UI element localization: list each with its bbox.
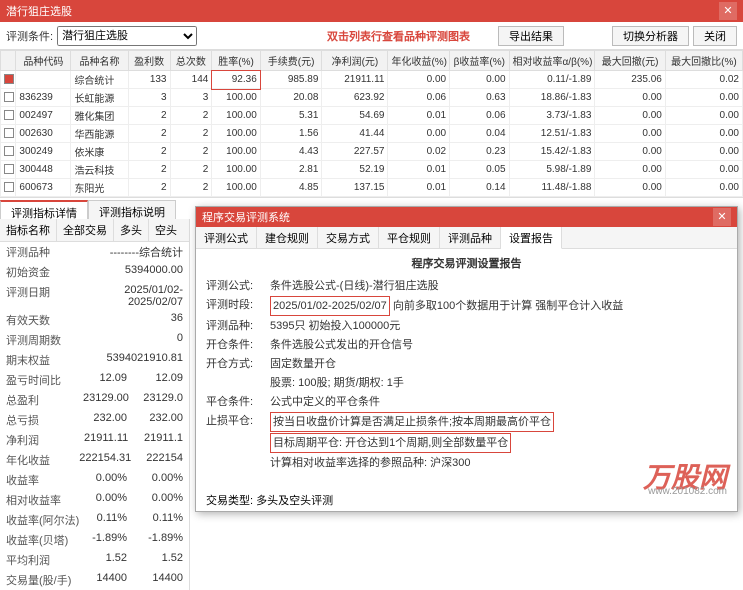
metric-row: 交易量(股/手)1440014400 (0, 570, 189, 590)
condition-select[interactable]: 潜行狙庄选股 (57, 26, 197, 46)
overlay-tab[interactable]: 建仓规则 (257, 227, 318, 248)
col-header[interactable]: 手续费(元) (260, 51, 322, 71)
metric-row: 总盈利23129.0023129.0 (0, 390, 189, 410)
metric-row: 期末权益5394021910.81 (0, 350, 189, 370)
table-row[interactable]: 综合统计13314492.36985.8921911.110.000.000.1… (1, 71, 743, 89)
report-line: 评测品种:5395只 初始投入100000元 (206, 317, 727, 335)
left-pane: 指标名称全部交易多头空头 评测品种--------综合统计初始资金5394000… (0, 219, 190, 590)
close-button[interactable]: 关闭 (693, 26, 737, 46)
metric-row: 收益率0.00%0.00% (0, 470, 189, 490)
watermark-url: www.201082.com (648, 483, 727, 501)
table-row[interactable]: 300448浩云科技22100.002.8152.190.010.055.98/… (1, 161, 743, 179)
col-header[interactable]: 总次数 (170, 51, 212, 71)
eval-condition-label: 评测条件: (6, 28, 53, 44)
report-heading: 程序交易评测设置报告 (206, 255, 727, 273)
col-header[interactable]: 年化收益(%) (388, 51, 450, 71)
overlay-tab[interactable]: 评测品种 (440, 227, 501, 248)
row-checkbox[interactable] (4, 74, 14, 84)
row-checkbox[interactable] (4, 110, 14, 120)
col-header[interactable]: 品种代码 (16, 51, 71, 71)
overlay-body: 程序交易评测设置报告 评测公式:条件选股公式-(日线)-潜行狙庄选股评测时段:2… (196, 249, 737, 517)
metric-row: 盈亏时间比12.0912.09 (0, 370, 189, 390)
switch-analyzer-button[interactable]: 切换分析器 (612, 26, 689, 46)
metric-row: 年化收益222154.31222154 (0, 450, 189, 470)
metric-row: 平均利润1.521.52 (0, 550, 189, 570)
tab-detail[interactable]: 评测指标详情 (0, 200, 88, 219)
report-line: 评测时段:2025/01/02-2025/02/07 向前多取100个数据用于计… (206, 296, 727, 316)
metric-row: 评测周期数0 (0, 330, 189, 350)
overlay-title: 程序交易评测系统 (202, 209, 713, 225)
notice-text: 双击列表行查看品种评测图表 (327, 28, 470, 44)
col-header[interactable]: 最大回撤比(%) (665, 51, 742, 71)
row-checkbox[interactable] (4, 92, 14, 102)
metric-row: 评测品种--------综合统计 (0, 242, 189, 262)
metric-row: 净利润21911.1121911.1 (0, 430, 189, 450)
report-line: 止损平仓:按当日收盘价计算是否满足止损条件;按本周期最高价平仓 (206, 412, 727, 432)
metric-row: 总亏损232.00232.00 (0, 410, 189, 430)
subtab[interactable]: 多头 (114, 219, 149, 241)
metric-row: 初始资金5394000.00 (0, 262, 189, 282)
report-line: 开仓条件:条件选股公式发出的开仓信号 (206, 336, 727, 354)
row-checkbox[interactable] (4, 164, 14, 174)
subtab[interactable]: 空头 (149, 219, 183, 241)
row-checkbox[interactable] (4, 182, 14, 192)
report-line: 评测公式:条件选股公式-(日线)-潜行狙庄选股 (206, 277, 727, 295)
col-header[interactable]: 净利润(元) (322, 51, 388, 71)
subtab[interactable]: 指标名称 (0, 219, 57, 241)
window-title: 潜行狙庄选股 (6, 3, 719, 19)
results-grid: 品种代码品种名称盈利数总次数胜率(%)手续费(元)净利润(元)年化收益(%)β收… (0, 50, 743, 197)
col-header[interactable]: 相对收益率α/β(%) (509, 51, 595, 71)
overlay-close-icon[interactable]: ✕ (713, 208, 731, 226)
overlay-titlebar: 程序交易评测系统 ✕ (196, 207, 737, 227)
row-checkbox[interactable] (4, 128, 14, 138)
report-line: 开仓方式:固定数量开仓 (206, 355, 727, 373)
col-header[interactable]: 胜率(%) (212, 51, 260, 71)
table-row[interactable]: 600673东阳光22100.004.85137.150.010.1411.48… (1, 179, 743, 197)
metric-row: 有效天数36 (0, 310, 189, 330)
table-row[interactable]: 002630华西能源22100.001.5641.440.000.0412.51… (1, 125, 743, 143)
table-row[interactable]: 836239长虹能源33100.0020.08623.920.060.6318.… (1, 89, 743, 107)
col-header[interactable]: 最大回撤(元) (595, 51, 665, 71)
metric-row: 收益率(阿尔法)0.11%0.11% (0, 510, 189, 530)
col-header[interactable]: 盈利数 (128, 51, 170, 71)
col-header[interactable]: 品种名称 (71, 51, 128, 71)
overlay-tab[interactable]: 设置报告 (501, 227, 562, 249)
report-line: 平仓条件:公式中定义的平仓条件 (206, 393, 727, 411)
export-button[interactable]: 导出结果 (498, 26, 564, 46)
overlay-tab[interactable]: 评测公式 (196, 227, 257, 248)
table-row[interactable]: 300249依米康22100.004.43227.570.020.2315.42… (1, 143, 743, 161)
table-row[interactable]: 002497雅化集团22100.005.3154.690.010.063.73/… (1, 107, 743, 125)
close-icon[interactable]: ✕ (719, 2, 737, 20)
metric-row: 相对收益率0.00%0.00% (0, 490, 189, 510)
row-checkbox[interactable] (4, 146, 14, 156)
toolbar: 评测条件: 潜行狙庄选股 双击列表行查看品种评测图表 导出结果 切换分析器 关闭 (0, 22, 743, 50)
main-titlebar: 潜行狙庄选股 ✕ (0, 0, 743, 22)
overlay-tab[interactable]: 平仓规则 (379, 227, 440, 248)
col-header[interactable] (1, 51, 16, 71)
metric-row: 评测日期2025/01/02-2025/02/07 (0, 282, 189, 310)
col-header[interactable]: β收益率(%) (450, 51, 509, 71)
report-line: 股票: 100股; 期货/期权: 1手 (206, 374, 727, 392)
overlay-tab[interactable]: 交易方式 (318, 227, 379, 248)
overlay-window: 程序交易评测系统 ✕ 评测公式建仓规则交易方式平仓规则评测品种设置报告 程序交易… (195, 206, 738, 512)
report-line: 目标周期平仓: 开仓达到1个周期,则全部数量平仓 (206, 433, 727, 453)
subtab[interactable]: 全部交易 (57, 219, 114, 241)
metric-row: 收益率(贝塔)-1.89%-1.89% (0, 530, 189, 550)
tab-explain[interactable]: 评测指标说明 (88, 200, 176, 219)
